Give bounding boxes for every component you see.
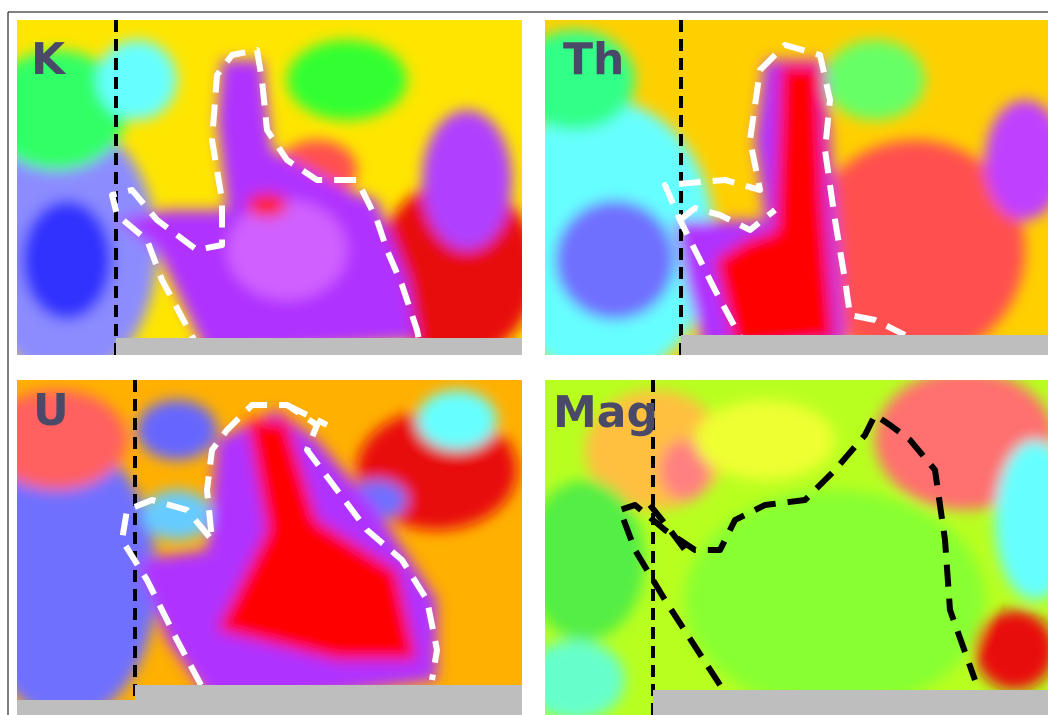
panel-label: U bbox=[33, 385, 69, 436]
panel-label: Th bbox=[563, 34, 624, 85]
panel-label: Mag bbox=[553, 387, 658, 438]
figure: K Th bbox=[0, 0, 1048, 715]
panel-k: K bbox=[0, 20, 537, 380]
panel-label: K bbox=[31, 34, 67, 85]
panel-u: U bbox=[0, 380, 522, 715]
panel-th: Th bbox=[495, 20, 1048, 380]
panel-mag: Mag bbox=[525, 370, 1048, 715]
